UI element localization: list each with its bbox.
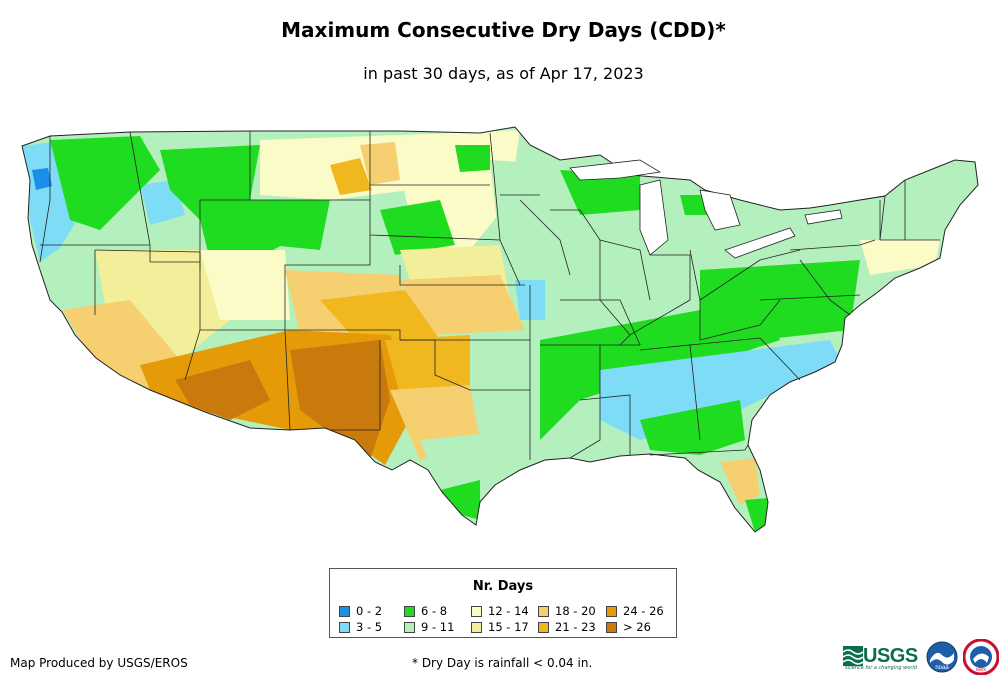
legend-title: Nr. Days [472,579,534,594]
legend-label: 12 - 14 [488,604,529,618]
legend-swatch [471,621,482,633]
region-utah-12-14 [200,250,290,320]
legend-item-over-26: > 26 [606,620,651,634]
region-arizona-over-26 [175,360,270,420]
legend-label: 0 - 2 [356,604,383,618]
legend-label: 6 - 8 [421,604,448,618]
legend-item-3-5: 3 - 5 [339,620,382,634]
region-nd-6-8 [455,145,490,172]
region-wisconsin-6-8 [560,170,640,215]
region-texas-coast-6-8 [440,480,480,520]
legend-swatch [471,605,482,617]
usgs-wave-icon [843,646,863,666]
cdd-map [21,126,979,533]
region-south-texas-9-11 [420,430,520,525]
legend-label: 9 - 11 [421,620,455,634]
usgs-wordmark: USGS [863,644,918,667]
legend-label: > 26 [623,620,651,634]
region-wyoming-6-8 [250,200,330,250]
region-colorado-21-23 [320,290,440,345]
lake-erie [724,227,796,259]
legend-label: 18 - 20 [555,604,596,618]
legend-box: Nr. Days 0 - 2 3 - 5 6 - 8 9 - 11 12 - 1… [329,568,677,638]
usgs-logo: USGS [843,643,918,669]
legend-item-24-26: 24 - 26 [606,604,664,618]
legend-item-9-11: 9 - 11 [404,620,454,634]
legend-label: 15 - 17 [488,620,529,634]
region-florida-18-20 [720,458,760,505]
lake-ontario [804,209,843,225]
lake-michigan [639,179,669,256]
legend-swatch [538,621,549,633]
region-pnw-0-2 [32,168,52,190]
credit-text: Map Produced by USGS/EROS [10,656,188,670]
legend-swatch [538,605,549,617]
legend-item-15-17: 15 - 17 [471,620,529,634]
region-northeast-12-14 [860,240,940,275]
map-title: Maximum Consecutive Dry Days (CDD)* [281,18,726,42]
region-georgia-6-8 [640,400,745,455]
region-new-mexico-over-26 [290,340,390,460]
noaa-logo-icon: noaa [926,641,958,673]
region-new-england-9-11 [860,160,975,240]
region-sd-6-8 [380,200,455,255]
nws-logo-icon: NWS [963,639,999,675]
legend-item-21-23: 21 - 23 [538,620,596,634]
noaa-wordmark: noaa [935,665,949,671]
legend-item-0-2: 0 - 2 [339,604,382,618]
region-northwest-6-8 [50,136,160,230]
state-boundaries [39,131,940,460]
region-deep-south-3-5 [600,340,840,440]
legend-swatch [404,605,415,617]
nws-wordmark: NWS [976,667,987,672]
footnote-text: * Dry Day is rainfall < 0.04 in. [412,656,593,670]
region-kansas-18-20 [400,275,525,335]
legend-item-12-14: 12 - 14 [471,604,529,618]
legend-swatch [606,621,617,633]
legend-swatch [339,605,350,617]
usgs-tagline: science for a changing world [845,665,917,671]
region-rockies-6-8 [160,145,290,270]
legend-swatch [339,621,350,633]
region-south-florida-6-8 [745,498,768,532]
legend-label: 21 - 23 [555,620,596,634]
map-subtitle: in past 30 days, as of Apr 17, 2023 [363,64,644,83]
lake-huron [699,189,741,231]
region-oklahoma-21-23 [385,335,470,395]
legend-label: 24 - 26 [623,604,664,618]
legend-swatch [404,621,415,633]
region-montana-21-23 [330,158,372,195]
legend-swatch [606,605,617,617]
us-outline [21,126,979,533]
legend-item-18-20: 18 - 20 [538,604,596,618]
lake-superior [569,159,662,181]
legend-item-6-8: 6 - 8 [404,604,447,618]
legend-label: 3 - 5 [356,620,383,634]
